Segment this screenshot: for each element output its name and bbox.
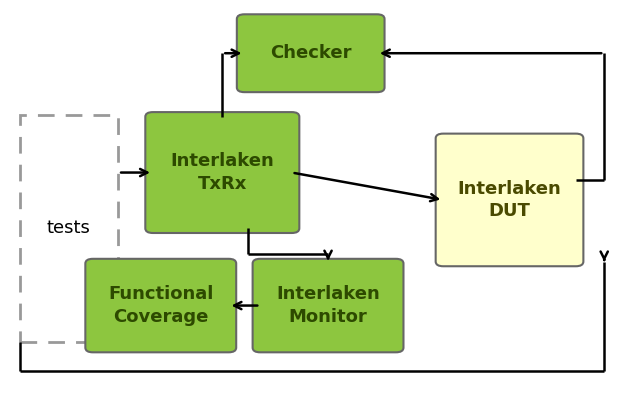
FancyBboxPatch shape [145, 112, 299, 233]
Bar [20, 115, 118, 342]
FancyBboxPatch shape [237, 14, 385, 92]
FancyBboxPatch shape [436, 134, 583, 266]
Text: Functional
Coverage: Functional Coverage [108, 286, 214, 326]
FancyBboxPatch shape [252, 259, 403, 352]
Text: Interlaken
DUT: Interlaken DUT [458, 180, 561, 220]
Text: tests: tests [47, 219, 91, 237]
Text: Checker: Checker [270, 44, 351, 62]
FancyBboxPatch shape [86, 259, 236, 352]
Text: Interlaken
Monitor: Interlaken Monitor [276, 286, 380, 326]
Text: Interlaken
TxRx: Interlaken TxRx [171, 152, 274, 193]
